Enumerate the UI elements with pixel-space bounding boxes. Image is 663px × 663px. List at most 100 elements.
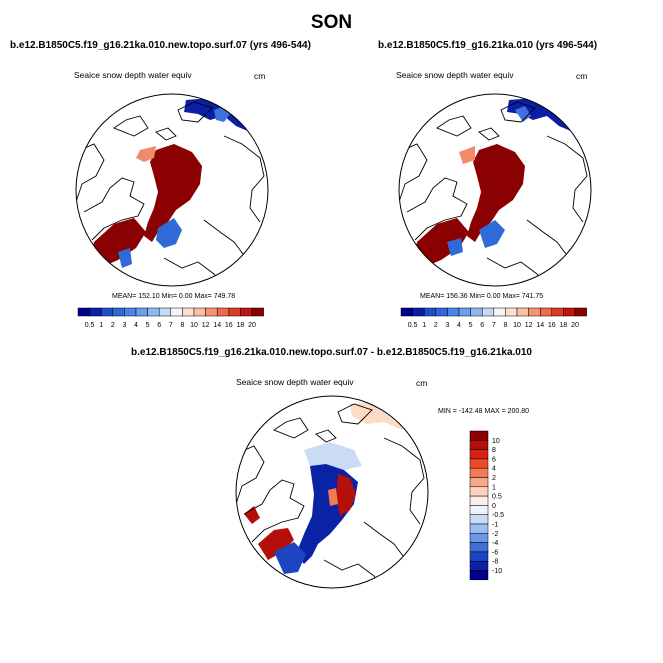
right-colorbar-tick-label: 2	[434, 322, 438, 329]
diff-colorbar: 10 8 6 4 2 1 0.5 0 -0.5 -1 -2 -4 -6 -8 -10	[469, 430, 504, 581]
diff-colorbar-tick-label: -0.5	[492, 512, 504, 519]
left-colorbar-tick-label: 4	[134, 322, 138, 329]
right-colorbar-swatch	[412, 307, 425, 317]
right-ice-central-arctic	[467, 144, 525, 242]
diff-colorbar-swatch	[469, 523, 489, 534]
left-colorbar-tick-label: 3	[122, 322, 126, 329]
left-colorbar-swatch	[100, 307, 114, 317]
left-units-label: cm	[254, 71, 266, 81]
diff-colorbar-swatch	[469, 505, 489, 515]
diff-ice-baffin-blue	[274, 542, 306, 574]
diff-colorbar-swatch	[469, 467, 489, 478]
left-variable-label: Seaice snow depth water equiv	[74, 70, 192, 80]
right-colorbar-swatch	[447, 307, 460, 317]
left-colorbar-tick-label: 14	[213, 322, 221, 329]
left-colorbar-tick-label: 12	[202, 322, 210, 329]
left-colorbar-swatch	[216, 307, 230, 317]
right-colorbar-swatch	[551, 307, 564, 317]
right-colorbar-tick-label: 18	[560, 322, 568, 329]
left-colorbar-swatch	[205, 307, 218, 317]
right-colorbar-tick-label: 8	[503, 322, 507, 329]
diff-colorbar-swatch	[469, 477, 489, 488]
page-title: SON	[310, 12, 353, 33]
left-colorbar-tick-label: 0.5	[85, 322, 95, 329]
diff-colorbar-tick-label: 2	[492, 475, 496, 482]
diff-ice-small-red	[244, 506, 260, 524]
left-colorbar-swatch	[228, 307, 241, 317]
right-ice-blue-south	[447, 238, 463, 256]
left-colorbar-swatch	[240, 307, 253, 317]
left-colorbar-tick-label: 7	[169, 322, 173, 329]
right-colorbar-tick-label: 1	[422, 322, 426, 329]
right-colorbar-tick-label: 16	[548, 322, 556, 329]
left-colorbar-tick-label: 8	[180, 322, 184, 329]
diff-colorbar-tick-label: 6	[492, 456, 496, 463]
left-colorbar: 0.5 1 2 3 4 5 6 7 8 10 12 14 16 18 20	[77, 307, 264, 329]
diff-colorbar-tick-label: 4	[492, 466, 496, 473]
left-colorbar-swatch	[251, 307, 264, 317]
right-ice-edge-orange	[459, 146, 475, 164]
left-colorbar-tick-label: 10	[190, 322, 198, 329]
left-colorbar-swatch	[89, 307, 102, 317]
left-ice-edge-blue	[156, 218, 182, 248]
diff-colorbar-tick-label: -2	[492, 531, 498, 538]
diff-colorbar-tick-label: -4	[492, 540, 498, 547]
left-ice-edge-orange	[136, 146, 156, 162]
right-colorbar-swatch	[505, 307, 518, 317]
diff-variable-label: Seaice snow depth water equiv	[236, 377, 354, 387]
diff-colorbar-swatch	[469, 430, 489, 441]
left-colorbar-swatch	[112, 307, 125, 317]
right-colorbar-swatch	[423, 307, 437, 317]
diff-colorbar-swatch	[469, 533, 489, 543]
diff-colorbar-swatch	[469, 560, 489, 571]
diff-ice-light-blue	[304, 442, 362, 470]
left-colorbar-tick-label: 20	[248, 322, 256, 329]
diff-colorbar-tick-label: 0	[492, 503, 496, 510]
right-colorbar-tick-label: 4	[457, 322, 461, 329]
right-colorbar-swatch	[563, 307, 576, 317]
right-colorbar-tick-label: 0.5	[408, 322, 418, 329]
left-stats-label: MEAN= 152.10 Min= 0.00 Max= 749.78	[112, 293, 236, 300]
left-ice-central-arctic	[144, 144, 202, 242]
left-colorbar-swatch	[147, 307, 160, 317]
diff-colorbar-tick-label: -1	[492, 522, 498, 529]
right-colorbar-tick-label: 3	[445, 322, 449, 329]
left-colorbar-swatch	[124, 307, 137, 317]
right-stats-label: MEAN= 156.36 Min= 0.00 Max= 741.75	[420, 293, 544, 300]
left-polar-map	[75, 93, 269, 287]
right-colorbar-swatch	[481, 307, 495, 317]
right-panel-title: b.e12.B1850C5.f19_g16.21ka.010 (yrs 496-…	[378, 40, 598, 51]
right-colorbar-tick-label: 10	[513, 322, 521, 329]
right-ice-edge-blue	[479, 220, 505, 248]
diff-colorbar-tick-label: -10	[492, 568, 502, 575]
left-colorbar-swatch	[135, 307, 148, 317]
diff-polar-map	[235, 395, 429, 589]
right-colorbar-swatch	[470, 307, 483, 317]
right-colorbar-swatch	[493, 307, 506, 317]
right-colorbar-swatch	[528, 307, 541, 317]
diff-units-label: cm	[416, 378, 428, 388]
diff-colorbar-swatch	[469, 570, 489, 581]
diff-colorbar-tick-label: 10	[492, 438, 500, 445]
left-colorbar-swatch	[170, 307, 183, 317]
diff-colorbar-tick-label: -6	[492, 549, 498, 556]
diff-colorbar-tick-label: 8	[492, 447, 496, 454]
right-colorbar-tick-label: 20	[571, 322, 579, 329]
diff-colorbar-swatch	[469, 458, 489, 469]
diff-ice-orange-streak	[328, 488, 338, 506]
right-polar-map	[398, 93, 592, 287]
right-colorbar-tick-label: 5	[469, 322, 473, 329]
diff-colorbar-swatch	[469, 486, 489, 497]
diff-colorbar-swatch	[469, 551, 489, 562]
right-coastlines	[399, 101, 588, 286]
diff-ice-baffin-red	[258, 528, 294, 560]
diff-colorbar-tick-label: 1	[492, 484, 496, 491]
right-ice-baffin	[413, 218, 469, 266]
left-colorbar-swatch	[193, 307, 206, 317]
right-colorbar-tick-label: 12	[525, 322, 533, 329]
diff-colorbar-swatch	[469, 440, 489, 450]
right-ice-blue-patch	[515, 106, 531, 122]
right-colorbar-tick-label: 14	[536, 322, 544, 329]
left-colorbar-swatch	[182, 307, 195, 317]
right-colorbar-swatch	[458, 307, 471, 317]
